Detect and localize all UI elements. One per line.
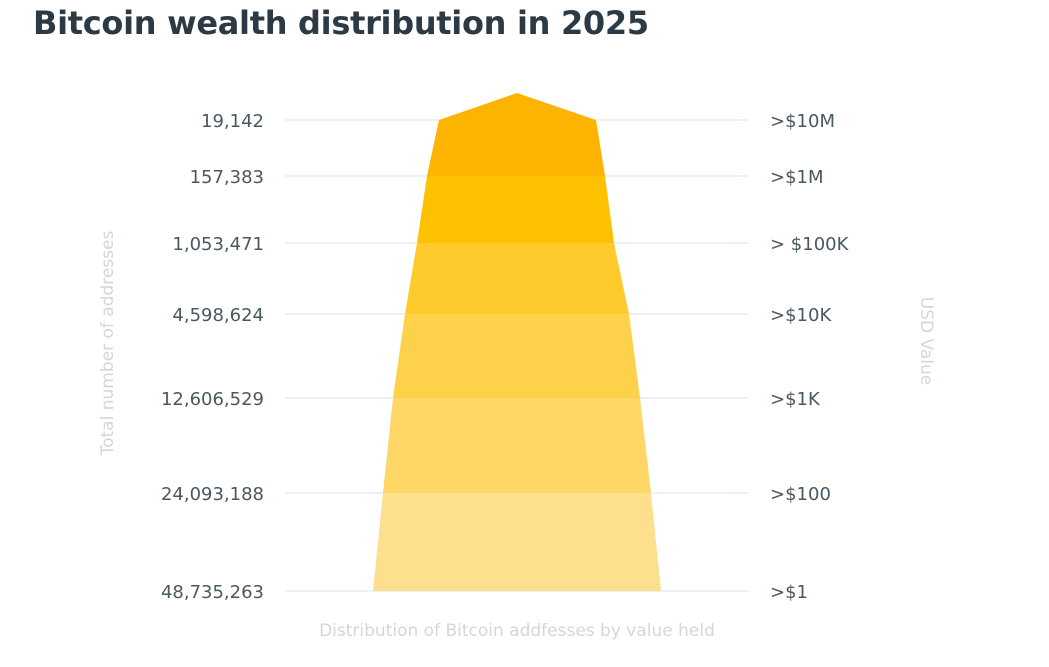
address-count-label: 48,735,263 xyxy=(161,582,264,603)
address-count-label: 19,142 xyxy=(201,111,264,132)
pyramid-tier xyxy=(393,314,640,398)
pyramid-tier xyxy=(373,493,661,591)
address-count-label: 4,598,624 xyxy=(172,305,264,326)
usd-value-label: >$10K xyxy=(770,305,832,326)
pyramid-tier xyxy=(383,398,651,493)
chart-title: Bitcoin wealth distribution in 2025 xyxy=(33,4,649,42)
usd-value-label: >$10M xyxy=(770,111,835,132)
usd-value-label: >$100 xyxy=(770,484,831,505)
usd-value-label: >$1 xyxy=(770,582,808,603)
address-count-label: 12,606,529 xyxy=(161,389,264,410)
address-count-label: 24,093,188 xyxy=(161,484,264,505)
address-count-label: 157,383 xyxy=(190,167,264,188)
address-count-label: 1,053,471 xyxy=(172,234,264,255)
pyramid-tier xyxy=(417,176,614,243)
right-axis-title: USD Value xyxy=(916,297,936,385)
pyramid-tier xyxy=(427,120,605,176)
usd-value-label: > $100K xyxy=(770,234,850,255)
pyramid-tier xyxy=(405,243,629,314)
usd-value-label: >$1K xyxy=(770,389,821,410)
usd-value-label: >$1M xyxy=(770,167,824,188)
left-axis-title: Total number of addresses xyxy=(98,230,118,456)
pyramid-apex xyxy=(439,93,596,120)
x-axis-title: Distribution of Bitcoin addfesses by val… xyxy=(319,621,715,641)
